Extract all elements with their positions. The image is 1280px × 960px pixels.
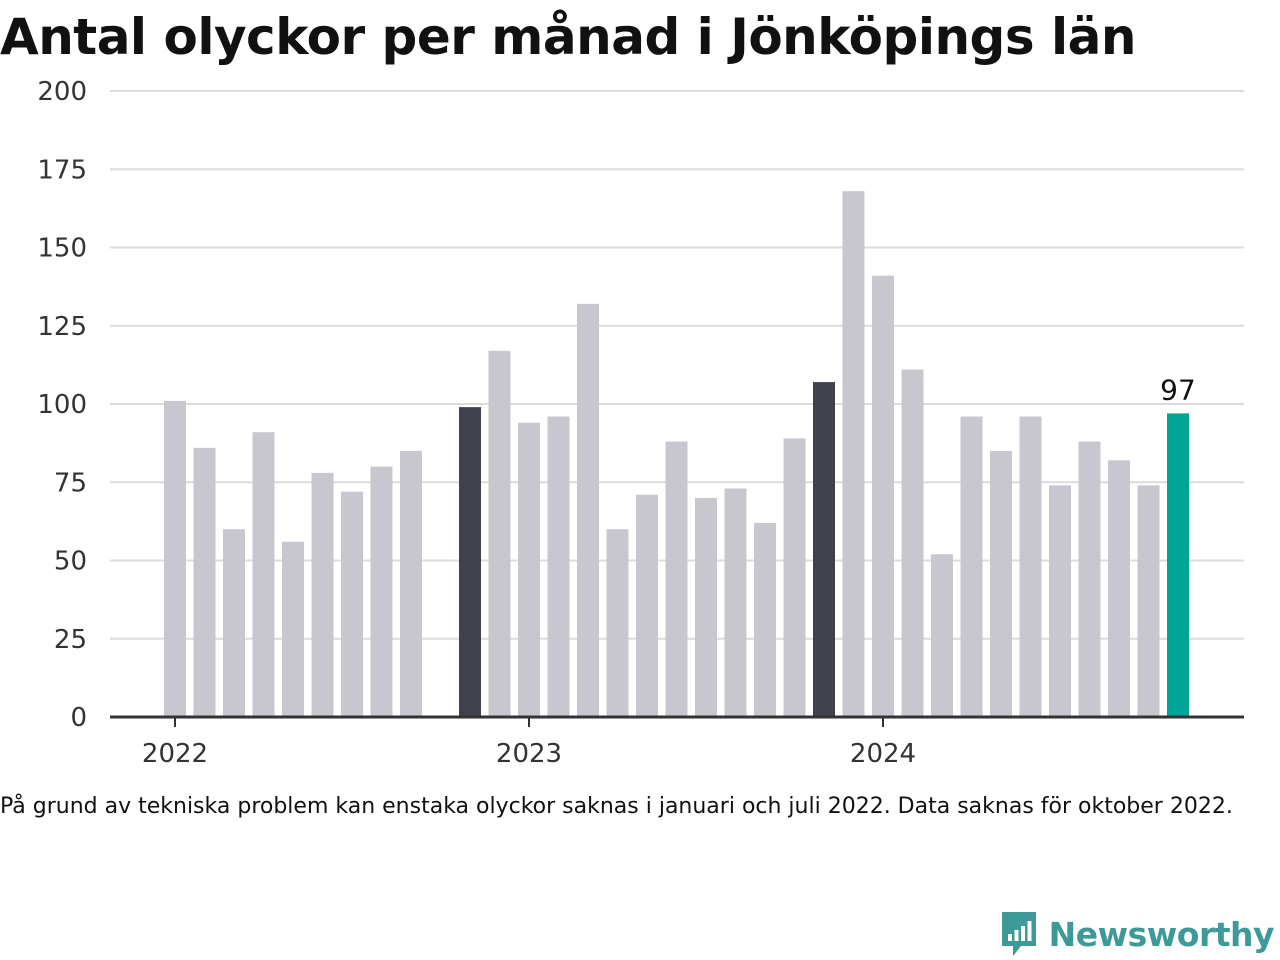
x-axis: 2022 2023 2024 — [110, 715, 1244, 769]
bar — [931, 554, 953, 717]
bar — [311, 472, 334, 717]
bar — [193, 447, 216, 717]
y-tick-label: 0 — [70, 703, 87, 733]
x-tick-label: 2024 — [850, 739, 916, 769]
bars — [164, 191, 1189, 717]
x-tick-label: 2022 — [142, 739, 208, 769]
bar — [341, 491, 363, 717]
bar — [164, 400, 186, 717]
y-tick-label: 50 — [54, 547, 87, 577]
bar — [606, 529, 629, 717]
footnote: På grund av tekniska problem kan enstaka… — [0, 794, 1233, 819]
bar — [695, 497, 717, 717]
bar — [518, 422, 540, 717]
bar — [783, 438, 806, 717]
bar — [547, 416, 570, 717]
bar — [842, 191, 865, 717]
y-tick-label: 25 — [54, 625, 87, 655]
bar — [400, 450, 422, 717]
bar — [223, 529, 245, 717]
bar — [282, 541, 304, 717]
bar — [901, 369, 924, 717]
x-tick-label: 2023 — [496, 739, 562, 769]
chart-title: Antal olyckor per månad i Jönköpings län — [0, 8, 1136, 66]
bar — [960, 416, 983, 717]
bar — [1108, 460, 1130, 717]
brand-logo[interactable]: Newsworthy — [999, 908, 1275, 960]
bar — [1019, 416, 1042, 717]
bar — [459, 407, 481, 717]
data-labels: 97 — [1160, 373, 1196, 406]
bar — [1167, 413, 1189, 717]
newsworthy-logo-icon — [1001, 912, 1036, 956]
y-tick-label: 200 — [37, 77, 87, 107]
bar — [990, 450, 1012, 717]
y-tick-label: 75 — [54, 468, 87, 498]
bar-chart: 0 25 50 75 100 125 150 175 200 2022 2023 2024 97 — [37, 77, 1244, 769]
bar — [1078, 441, 1101, 717]
y-tick-label: 150 — [37, 234, 87, 264]
bar — [724, 488, 747, 717]
bar — [252, 432, 275, 717]
y-tick-label: 175 — [37, 155, 87, 185]
bar — [577, 303, 599, 717]
bar — [665, 441, 688, 717]
bar — [1049, 485, 1071, 717]
y-tick-label: 100 — [37, 390, 87, 420]
data-label: 97 — [1160, 373, 1196, 406]
bar — [754, 522, 776, 717]
bar — [488, 350, 511, 717]
y-tick-label: 125 — [37, 312, 87, 342]
bar — [872, 275, 894, 717]
bar — [1137, 485, 1160, 717]
brand-name: Newsworthy — [1048, 914, 1275, 954]
bar — [813, 382, 835, 717]
y-axis-ticks: 0 25 50 75 100 125 150 175 200 — [37, 77, 87, 733]
bar — [370, 466, 393, 717]
bar — [636, 494, 658, 717]
